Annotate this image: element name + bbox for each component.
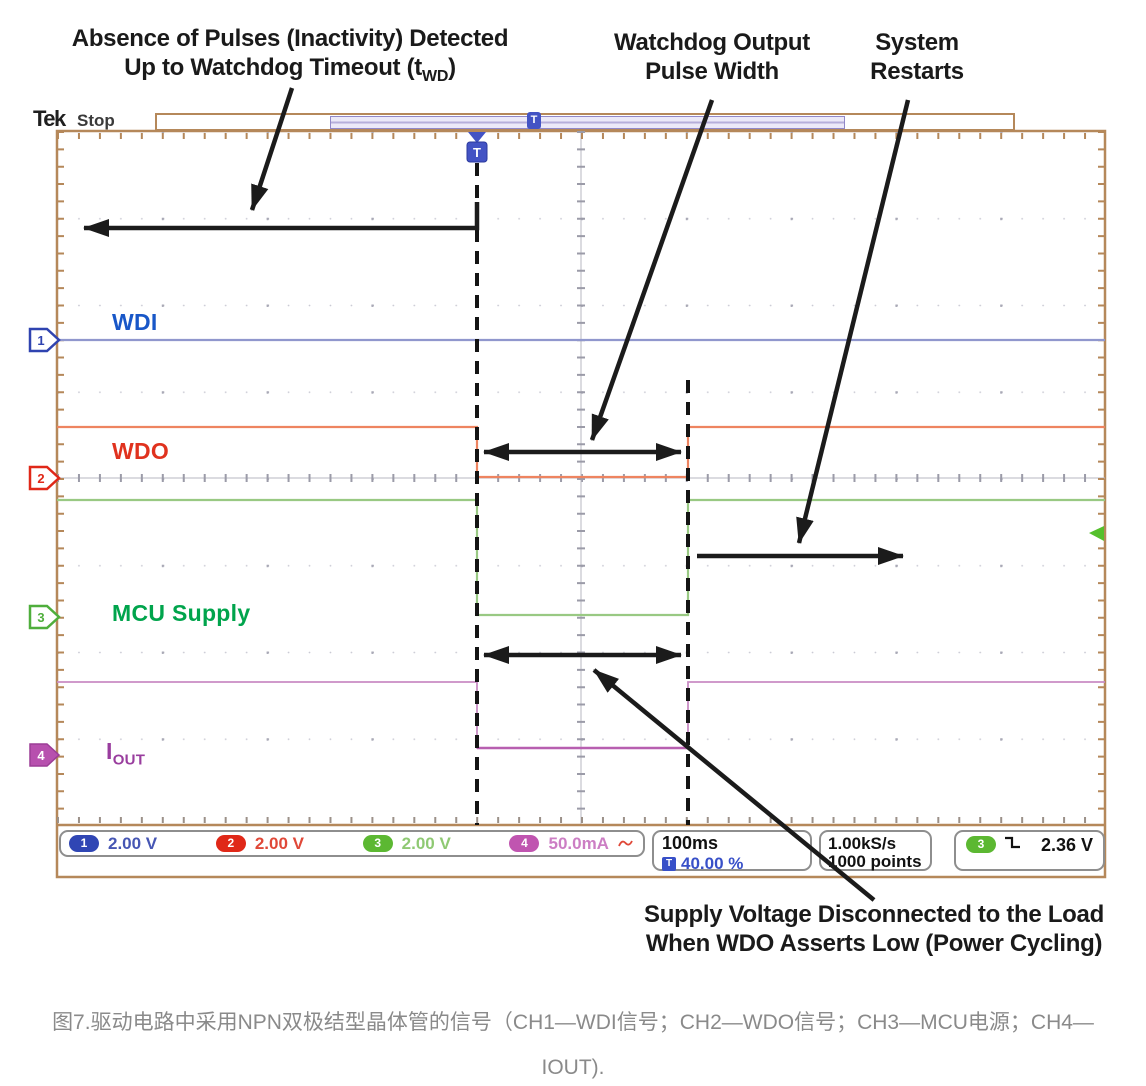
ch2-badge: 2 (215, 835, 246, 852)
svg-text:4: 4 (37, 748, 45, 763)
annotation-line: Supply Voltage Disconnected to the Load (644, 901, 1104, 928)
acquisition-status: Stop (77, 111, 115, 130)
channel2-marker: 2 (28, 465, 61, 491)
channel4-marker: 4 (29, 743, 61, 767)
record-length-value: 1000 points (828, 851, 922, 871)
channel1-marker: 1 (28, 327, 61, 353)
annotation-line: Watchdog Output (614, 29, 810, 56)
trigger-source-badge: 3 (966, 836, 996, 853)
trigger-position-value: 40.00 % (681, 854, 744, 873)
trace-label-wdo: WDO (112, 438, 170, 464)
trigger-level-value: 2.36 V (1040, 835, 1093, 855)
tek-logo: Tek (33, 106, 66, 131)
svg-text:2: 2 (37, 471, 44, 486)
acquisition-window (330, 116, 845, 129)
annotation-line: Restarts (870, 58, 964, 86)
ch4-scale-readout: 4 50.0mA (509, 833, 633, 854)
annotation-line: Absence of Pulses (Inactivity) Detected (71, 25, 509, 52)
sample-rate-value: 1.00kS/s (828, 834, 897, 853)
channel-scale-readout: 1 2.00 V 2 2.00 V 3 2.00 V 4 50.0mA (59, 830, 645, 857)
trace-label-wdi: WDI (112, 309, 158, 335)
figure-caption-line2: IOUT). (541, 1056, 605, 1079)
trace-label-iout: IOUT (106, 738, 146, 769)
trigger-position-readout: T 40.00 % (662, 854, 810, 874)
channel3-marker: 3 (28, 604, 61, 630)
ch2-scale-value: 2.00 V (254, 833, 304, 853)
sample-rate-readout: 1.00kS/s 1000 points (819, 830, 932, 871)
trace-mcu-supply-ch3 (57, 498, 1105, 617)
svg-text:3: 3 (37, 610, 44, 625)
trigger-position-marker: T (466, 132, 488, 163)
ch1-scale-value: 2.00 V (108, 833, 158, 853)
trigger-readout: 3 2.36 V (954, 830, 1105, 871)
ch1-scale-readout: 1 2.00 V (69, 834, 157, 854)
ch3-scale-readout: 3 2.00 V (362, 833, 451, 854)
trigger-level-arrow-icon (1089, 526, 1104, 541)
trace-label-mcu-supply: MCU Supply (112, 600, 251, 626)
annotation-line: When WDO Asserts Low (Power Cycling) (645, 930, 1103, 958)
annotation-watchdog-output-pulse-width: Watchdog Output Pulse Width (598, 28, 826, 87)
annotation-line: System (875, 29, 959, 56)
timebase-value: 100ms (662, 833, 719, 853)
ch2-scale-readout: 2 2.00 V (215, 833, 304, 854)
ch3-scale-value: 2.00 V (401, 833, 451, 853)
annotation-absence-of-pulses: Absence of Pulses (Inactivity) Detected … (35, 24, 545, 87)
timebase-readout: 100ms T 40.00 % (652, 830, 812, 874)
trigger-icon: T (662, 857, 676, 871)
figure-caption-line1: 图7.驱动电路中采用NPN双极结型晶体管的信号（CH1—WDI信号；CH2—WD… (52, 1011, 1094, 1034)
ch1-badge: 1 (69, 835, 99, 852)
annotation-line: Pulse Width (645, 58, 779, 86)
svg-text:T: T (473, 145, 481, 160)
ch4-scale-value: 50.0mA (548, 833, 609, 853)
trace-wdo-ch2 (57, 425, 1105, 479)
trigger-position-bar-icon: T (527, 112, 541, 129)
ch3-badge: 3 (362, 835, 393, 852)
ac-waveform-icon (618, 840, 633, 847)
ch4-badge: 4 (509, 835, 540, 852)
annotation-line: Up to Watchdog Timeout (tWD) (124, 54, 456, 86)
falling-edge-trigger-icon (1005, 836, 1020, 849)
svg-text:1: 1 (37, 333, 44, 348)
annotation-supply-disconnected: Supply Voltage Disconnected to the Load … (600, 900, 1146, 959)
annotation-system-restarts: System Restarts (843, 28, 991, 87)
